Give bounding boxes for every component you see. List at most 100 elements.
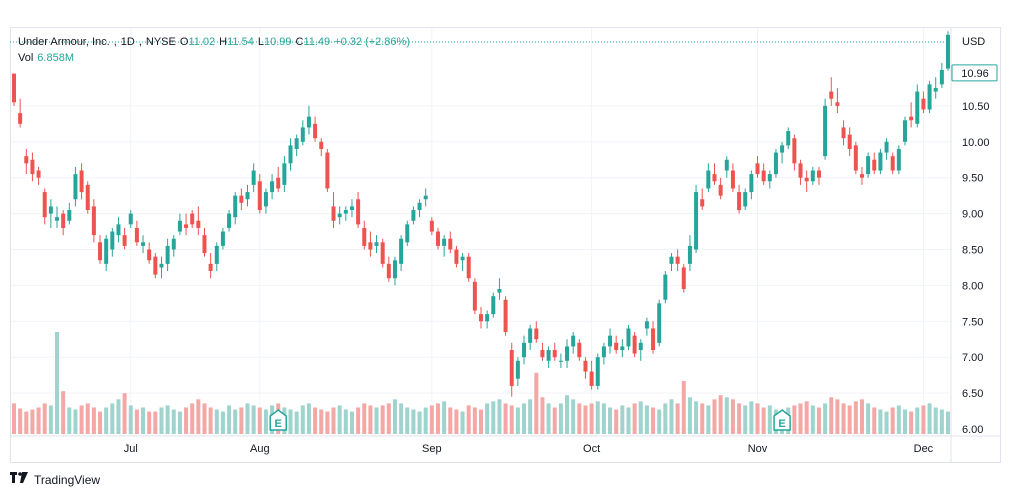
candle[interactable] <box>724 156 729 178</box>
candle[interactable] <box>214 242 219 272</box>
candle[interactable] <box>700 188 705 211</box>
candle[interactable] <box>79 163 84 200</box>
earnings-marker[interactable]: E <box>773 409 791 431</box>
candle[interactable] <box>706 163 711 193</box>
candle[interactable] <box>184 213 189 236</box>
candle[interactable] <box>73 166 78 207</box>
candle[interactable] <box>927 80 932 114</box>
candle[interactable] <box>454 245 459 268</box>
candle[interactable] <box>798 159 803 185</box>
candle[interactable] <box>159 256 164 279</box>
candle[interactable] <box>448 231 453 254</box>
candle[interactable] <box>190 210 195 228</box>
candle[interactable] <box>202 227 207 257</box>
candle[interactable] <box>902 116 907 146</box>
candle[interactable] <box>128 210 133 228</box>
candle[interactable] <box>737 184 742 214</box>
candle[interactable] <box>614 335 619 354</box>
earnings-marker[interactable]: E <box>269 409 287 431</box>
candle[interactable] <box>165 238 170 272</box>
candle[interactable] <box>847 127 852 157</box>
candle[interactable] <box>362 220 367 250</box>
candle[interactable] <box>515 357 520 386</box>
candle[interactable] <box>61 210 66 236</box>
candle[interactable] <box>884 138 889 160</box>
candle[interactable] <box>558 353 563 368</box>
candle[interactable] <box>571 332 576 354</box>
symbol-name[interactable]: Under Armour, Inc. <box>18 36 110 48</box>
candle[interactable] <box>30 152 35 182</box>
candle[interactable] <box>472 278 477 315</box>
candle[interactable] <box>110 227 115 257</box>
candle[interactable] <box>503 296 508 336</box>
candle[interactable] <box>946 31 950 71</box>
candle[interactable] <box>859 166 864 185</box>
candle[interactable] <box>497 278 502 300</box>
candle[interactable] <box>411 206 416 225</box>
candle[interactable] <box>657 299 662 347</box>
candle[interactable] <box>313 116 318 142</box>
tradingview-brand[interactable]: TradingView <box>10 472 100 487</box>
candle[interactable] <box>755 156 760 178</box>
candle[interactable] <box>608 328 613 354</box>
candle[interactable] <box>423 188 428 207</box>
candle[interactable] <box>300 120 305 146</box>
candle[interactable] <box>343 206 348 221</box>
candle[interactable] <box>933 77 938 99</box>
candle[interactable] <box>522 335 527 365</box>
candle[interactable] <box>141 235 146 254</box>
candle[interactable] <box>632 332 637 358</box>
candle[interactable] <box>939 62 944 88</box>
candle[interactable] <box>767 170 772 189</box>
price-axis[interactable]: 6.00 6.50 7.00 7.50 8.00 8.50 9.00 9.50 10.00 10.… <box>951 64 998 436</box>
candle[interactable] <box>761 163 766 185</box>
candle[interactable] <box>460 253 465 272</box>
candle[interactable] <box>601 342 606 365</box>
candle[interactable] <box>890 152 895 175</box>
candle[interactable] <box>288 138 293 171</box>
candle[interactable] <box>595 353 600 390</box>
candle[interactable] <box>853 141 858 175</box>
candle[interactable] <box>374 235 379 254</box>
candle[interactable] <box>638 339 643 361</box>
candle[interactable] <box>356 192 361 228</box>
candle[interactable] <box>392 256 397 286</box>
candle[interactable] <box>337 206 342 225</box>
candle[interactable] <box>552 342 557 361</box>
candle[interactable] <box>669 253 674 272</box>
candle[interactable] <box>85 181 90 214</box>
candle[interactable] <box>227 210 232 232</box>
candle[interactable] <box>196 206 201 236</box>
candle[interactable] <box>116 217 121 243</box>
candle[interactable] <box>380 238 385 268</box>
candle[interactable] <box>405 220 410 246</box>
candle[interactable] <box>177 213 182 236</box>
candle[interactable] <box>651 321 656 354</box>
candle[interactable] <box>878 148 883 175</box>
candle[interactable] <box>804 170 809 193</box>
candle[interactable] <box>294 134 299 157</box>
candle[interactable] <box>909 102 914 128</box>
candle[interactable] <box>48 199 53 228</box>
candle[interactable] <box>675 249 680 272</box>
candle[interactable] <box>429 217 434 236</box>
interval-label[interactable]: 1D <box>120 36 135 48</box>
candle[interactable] <box>565 339 570 368</box>
candle[interactable] <box>42 188 47 225</box>
candle[interactable] <box>534 321 539 343</box>
candle[interactable] <box>810 166 815 185</box>
candle[interactable] <box>829 77 834 106</box>
candle[interactable] <box>435 227 440 250</box>
candle[interactable] <box>491 292 496 318</box>
candle[interactable] <box>479 306 483 329</box>
candle[interactable] <box>583 357 588 379</box>
candle[interactable] <box>749 170 754 200</box>
candle[interactable] <box>349 199 354 218</box>
candle[interactable] <box>67 202 72 225</box>
candle[interactable] <box>153 253 158 279</box>
candlesticks[interactable] <box>12 31 950 397</box>
candle[interactable] <box>147 242 152 264</box>
candle[interactable] <box>743 188 748 211</box>
